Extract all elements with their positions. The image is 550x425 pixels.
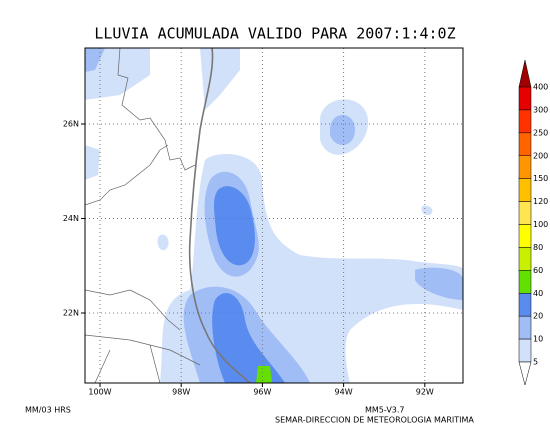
- colorbar-label: 300: [533, 105, 548, 114]
- colorbar-label: 5: [533, 358, 538, 367]
- colorbar-cap: [518, 59, 532, 88]
- lat-label: 24N: [63, 214, 79, 223]
- lat-label: 22N: [63, 309, 79, 318]
- colorbar-label: 120: [533, 197, 548, 206]
- map-frame: [84, 47, 464, 384]
- colorbar-swatch: [518, 270, 532, 294]
- footer-left: MM/03 HRS: [25, 406, 71, 415]
- institution: SEMAR-DIRECCION DE METEOROLOGIA MARITIMA: [275, 416, 474, 425]
- colorbar-swatch: [518, 86, 532, 111]
- model-label: MM5-V3.7: [365, 406, 405, 415]
- lon-label: 100W: [88, 388, 111, 397]
- colorbar-swatch: [518, 155, 532, 179]
- lon-label: 96W: [253, 388, 271, 397]
- colorbar-swatch: [518, 201, 532, 225]
- colorbar-label: 150: [533, 174, 548, 183]
- precip-field: [85, 48, 463, 383]
- colorbar-label: 100: [533, 220, 548, 229]
- colorbar-swatch: [518, 109, 532, 134]
- colorbar-swatch: [518, 132, 532, 156]
- colorbar-swatch: [518, 315, 532, 340]
- colorbar-cap: [518, 361, 532, 386]
- colorbar-label: 200: [533, 151, 548, 160]
- lon-label: 92W: [416, 388, 434, 397]
- lat-label: 26N: [63, 120, 79, 129]
- colorbar-swatch: [518, 338, 532, 363]
- colorbar-label: 80: [533, 243, 543, 252]
- colorbar-label: 40: [533, 289, 543, 298]
- colorbar-label: 250: [533, 128, 548, 137]
- colorbar-swatch: [518, 247, 532, 271]
- lon-label: 98W: [172, 388, 190, 397]
- colorbar-swatch: [518, 178, 532, 202]
- colorbar: 400 300 250 200 150 120 100 80 60 40 20 10 5: [518, 59, 548, 386]
- colorbar-label: 400: [533, 83, 548, 92]
- title: LLUVIA ACUMULADA VALIDO PARA 2007:1:4:0Z: [94, 25, 455, 43]
- colorbar-swatch: [518, 224, 532, 248]
- lon-label: 94W: [335, 388, 353, 397]
- graticule: 100W 98W 96W 94W 92W 26N 24N 22N: [63, 48, 463, 397]
- colorbar-label: 20: [533, 312, 543, 321]
- colorbar-label: 60: [533, 266, 543, 275]
- colorbar-swatch: [518, 293, 532, 317]
- colorbar-label: 10: [533, 335, 543, 344]
